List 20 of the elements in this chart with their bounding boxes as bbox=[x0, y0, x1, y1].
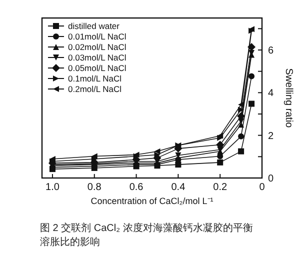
y-axis-title: Swelling ratio bbox=[283, 68, 294, 128]
x-tick-label: 0.2 bbox=[213, 182, 228, 193]
y-tick-label: 6 bbox=[268, 46, 274, 56]
x-tick-label: 0.4 bbox=[171, 182, 186, 193]
x-axis-title: Concentration of CaCl₂/mol L⁻¹ bbox=[90, 196, 214, 206]
legend-label: 0.02mol/L NaCl bbox=[68, 42, 126, 52]
legend-label: 0.01mol/L NaCl bbox=[68, 32, 126, 42]
legend-label: 0.03mol/L NaCl bbox=[68, 52, 126, 62]
legend-label: 0.1mol/L NaCl bbox=[68, 74, 122, 84]
x-tick-label: 1.0 bbox=[46, 182, 60, 193]
y-tick-label: 4 bbox=[268, 88, 274, 100]
x-tick-label: 0 bbox=[259, 182, 266, 193]
y-tick-label: 0 bbox=[268, 174, 274, 184]
caption: 图 2 交联剂 CaCl₂ 浓度对海藻酸钙水凝胶的平衡溶胀比的影响 bbox=[40, 222, 254, 250]
x-tick-label: 0.6 bbox=[129, 182, 144, 193]
legend-label: 0.05mol/L NaCl bbox=[68, 63, 126, 73]
x-tick-label: 0.8 bbox=[87, 182, 102, 193]
y-tick-label: 2 bbox=[268, 130, 274, 142]
legend-label: 0.2mol/L NaCl bbox=[68, 84, 122, 94]
legend-label: distilled water bbox=[68, 21, 120, 31]
